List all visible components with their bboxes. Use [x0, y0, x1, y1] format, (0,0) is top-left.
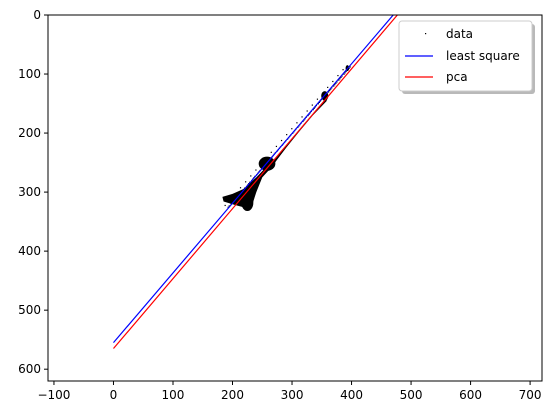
legend-marker-data: [425, 33, 426, 34]
data-point: [337, 75, 338, 76]
data-point: [271, 152, 272, 153]
data-point: [281, 140, 282, 141]
data-point: [296, 122, 297, 123]
data-point: [230, 199, 231, 200]
legend-label-pca: pca: [446, 70, 468, 84]
x-tick-label: 400: [340, 388, 363, 402]
x-axis: −100 0 100 200 300 400 500 600 700: [37, 381, 541, 402]
data-point: [342, 69, 343, 70]
legend-label-least-square: least square: [446, 49, 520, 63]
y-axis: 0 100 200 300 400 500 600: [18, 8, 48, 376]
y-tick-label: 100: [18, 67, 41, 81]
x-tick-label: 100: [162, 388, 185, 402]
y-tick-label: 0: [33, 8, 41, 22]
x-tick-label: 700: [519, 388, 542, 402]
data-point: [276, 146, 277, 147]
data-point: [225, 205, 226, 206]
legend: data least square pca: [399, 21, 535, 94]
y-tick-label: 400: [18, 244, 41, 258]
data-point: [317, 99, 318, 100]
data-point: [312, 105, 313, 106]
data-point: [250, 175, 251, 176]
data-point: [266, 158, 267, 159]
y-tick-label: 600: [18, 362, 41, 376]
data-point: [245, 181, 246, 182]
data-point: [260, 164, 261, 165]
data-point: [286, 134, 287, 135]
x-tick-label: 200: [221, 388, 244, 402]
x-tick-label: 500: [400, 388, 423, 402]
data-point: [332, 81, 333, 82]
x-tick-label: 600: [459, 388, 482, 402]
y-tick-label: 200: [18, 126, 41, 140]
data-point: [240, 187, 241, 188]
data-point: [291, 128, 292, 129]
data-point: [301, 116, 302, 117]
data-point: [322, 93, 323, 94]
x-tick-label: 300: [281, 388, 304, 402]
data-point: [235, 193, 236, 194]
legend-label-data: data: [446, 27, 473, 41]
y-tick-label: 300: [18, 185, 41, 199]
x-tick-label: −100: [37, 388, 70, 402]
x-tick-label: 0: [110, 388, 118, 402]
y-tick-label: 500: [18, 303, 41, 317]
data-point: [255, 169, 256, 170]
data-point: [307, 110, 308, 111]
data-point: [327, 87, 328, 88]
